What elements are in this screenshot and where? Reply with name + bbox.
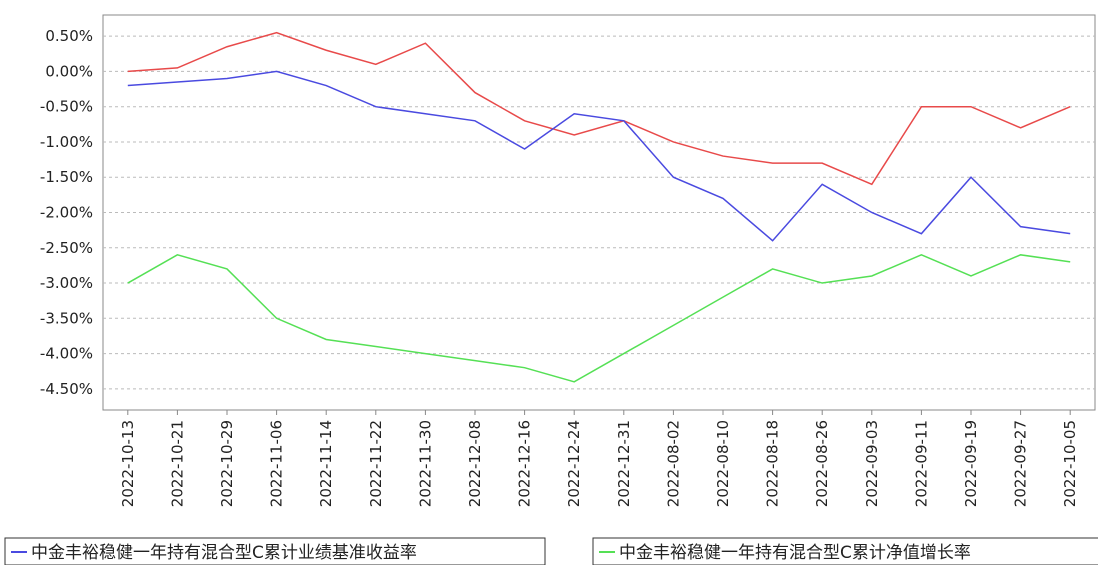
x-tick-label: 2022-11-14 [317,420,335,507]
x-tick-label: 2022-08-02 [664,420,682,507]
y-tick-label: -3.50% [40,309,93,327]
y-tick-label: -4.50% [40,380,93,398]
x-tick-label: 2022-08-26 [813,420,831,507]
legend-label: 中金丰裕稳健一年持有混合型C累计净值增长率 [619,543,971,563]
legend-item: 中金丰裕稳健一年持有混合型C累计业绩基准收益率 [4,537,546,566]
x-tick-label: 2022-09-19 [962,420,980,507]
x-tick-label: 2022-12-31 [615,420,633,507]
x-tick-label: 2022-08-10 [714,420,732,507]
x-tick-label: 2022-10-05 [1061,420,1079,507]
y-tick-label: -0.50% [40,98,93,116]
y-tick-label: -1.50% [40,168,93,186]
y-tick-label: -4.00% [40,345,93,363]
x-tick-label: 2022-10-21 [168,420,186,507]
x-tick-label: 2022-11-30 [416,420,434,507]
legend-box [4,537,546,566]
y-tick-label: -1.00% [40,133,93,151]
x-tick-label: 2022-09-11 [912,420,930,507]
x-tick-label: 2022-08-18 [764,420,782,507]
legend-label: 中金丰裕稳健一年持有混合型C累计业绩基准收益率 [31,543,417,563]
x-tick-label: 2022-11-06 [268,420,286,507]
y-tick-label: -2.00% [40,204,93,222]
y-tick-label: -2.50% [40,239,93,257]
legend-item: 中金丰裕稳健一年持有混合型C累计净值增长率 [592,537,1098,566]
x-tick-label: 2022-09-27 [1012,420,1030,507]
x-tick-label: 2022-12-16 [516,420,534,507]
x-tick-label: 2022-09-03 [863,420,881,507]
x-tick-label: 2022-10-29 [218,420,236,507]
x-tick-label: 2022-10-13 [119,420,137,507]
series-line [127,70,1071,242]
y-tick-label: 0.00% [45,62,93,80]
y-tick-label: 0.50% [45,27,93,45]
series-line [127,254,1071,383]
x-tick-label: 2022-12-24 [565,420,583,507]
y-tick-label: -3.00% [40,274,93,292]
x-tick-label: 2022-12-08 [466,420,484,507]
series-line [127,31,1071,186]
x-tick-label: 2022-11-22 [367,420,385,507]
